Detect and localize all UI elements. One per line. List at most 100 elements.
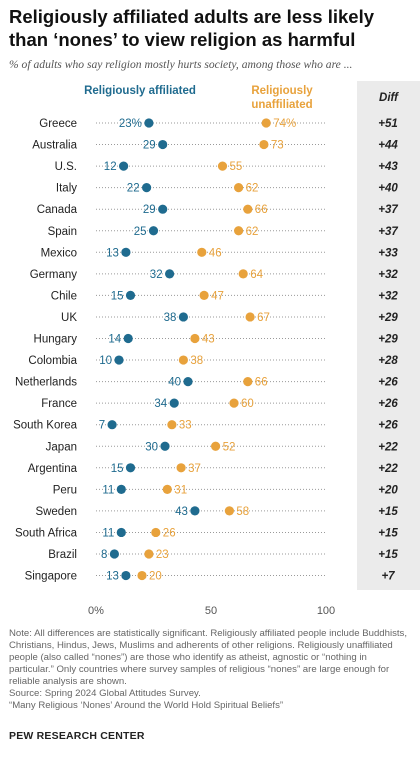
unaffiliated-dot: [137, 570, 147, 581]
country-label: Spain: [48, 226, 77, 238]
diff-value: +26: [378, 377, 398, 389]
unaffiliated-dot: [162, 484, 172, 494]
affiliated-dot: [142, 183, 152, 193]
diff-value: +37: [378, 204, 398, 216]
diff-column-band: [357, 81, 420, 590]
unaffiliated-dot: [238, 269, 248, 279]
affiliated-dot: [125, 463, 136, 473]
unaffiliated-dot: [243, 377, 253, 387]
diff-value: +33: [378, 247, 398, 259]
unaffiliated-dot: [197, 247, 207, 257]
affiliated-value-label: 34: [154, 398, 167, 410]
affiliated-dot: [121, 247, 131, 257]
unaffiliated-value-label: 33: [179, 420, 192, 432]
affiliated-value-label: 43: [175, 506, 188, 518]
affiliated-dot: [116, 484, 126, 494]
affiliated-value-label: 22: [127, 183, 140, 195]
unaffiliated-value-label: 46: [209, 247, 222, 259]
unaffiliated-dot: [217, 161, 228, 171]
affiliated-dot: [160, 441, 170, 451]
diff-value: +51: [378, 118, 398, 130]
x-tick-label: 50: [205, 605, 217, 617]
unaffiliated-value-label: 26: [163, 527, 176, 539]
affiliated-value-label: 23%: [119, 118, 142, 130]
affiliated-value-label: 15: [111, 290, 124, 302]
unaffiliated-value-label: 37: [188, 463, 201, 475]
unaffiliated-value-label: 31: [174, 484, 187, 496]
affiliated-value-label: 8: [101, 549, 107, 561]
unaffiliated-value-label: 47: [211, 290, 224, 302]
affiliated-dot: [123, 333, 133, 344]
diff-value: +37: [378, 226, 398, 238]
report-title: “Many Religious ‘Nones’ Around the World…: [9, 700, 284, 711]
country-label: Hungary: [34, 334, 78, 346]
affiliated-dot: [148, 226, 159, 236]
diff-value: +20: [378, 484, 398, 496]
country-label: Argentina: [28, 463, 78, 475]
diff-value: +32: [378, 269, 398, 281]
unaffiliated-dot: [167, 420, 177, 430]
unaffiliated-dot: [178, 355, 188, 365]
unaffiliated-value-label: 73: [271, 140, 284, 152]
diff-value: +22: [378, 463, 398, 475]
diff-value: +43: [378, 161, 398, 173]
unaffiliated-dot: [259, 139, 269, 150]
country-label: Mexico: [41, 247, 77, 259]
diff-value: +29: [378, 312, 398, 324]
unaffiliated-value-label: 62: [246, 183, 259, 195]
diff-value: +15: [378, 506, 398, 518]
affiliated-value-label: 13: [106, 247, 119, 259]
unaffiliated-dot: [176, 463, 186, 473]
unaffiliated-value-label: 64: [250, 269, 263, 281]
affiliated-dot: [183, 377, 193, 387]
country-label: Australia: [32, 140, 77, 152]
unaffiliated-dot: [243, 204, 253, 214]
affiliated-value-label: 13: [106, 571, 119, 583]
diff-value: +40: [378, 183, 398, 195]
affiliated-dot: [119, 161, 129, 171]
diff-column-header: Diff: [379, 92, 398, 104]
diff-value: +44: [378, 140, 398, 152]
affiliated-value-label: 11: [102, 484, 114, 496]
unaffiliated-dot: [261, 118, 271, 128]
country-label: Japan: [46, 441, 77, 453]
x-tick-label: 100: [317, 605, 335, 617]
affiliated-value-label: 29: [143, 204, 156, 216]
notes-section: Note: All differences are statistically …: [9, 628, 414, 712]
unaffiliated-value-label: 58: [236, 506, 249, 518]
diff-value: +26: [378, 420, 398, 432]
country-label: Germany: [30, 269, 78, 281]
affiliated-dot: [169, 398, 179, 408]
legend-affiliated: Religiously affiliated: [84, 85, 196, 97]
affiliated-dot: [107, 420, 117, 430]
affiliated-value-label: 14: [108, 334, 121, 346]
affiliated-dot: [116, 527, 126, 538]
affiliated-value-label: 30: [145, 441, 158, 453]
country-label: Colombia: [28, 355, 77, 367]
x-tick-label: 0%: [88, 605, 104, 617]
unaffiliated-dot: [229, 398, 239, 408]
diff-value: +22: [378, 441, 398, 453]
source-text: Source: Spring 2024 Global Attitudes Sur…: [9, 688, 201, 699]
unaffiliated-value-label: 20: [149, 571, 162, 583]
diff-value: +7: [381, 571, 395, 583]
affiliated-dot: [114, 355, 124, 365]
unaffiliated-value-label: 55: [230, 161, 243, 173]
note-text: Note: All differences are statistically …: [9, 628, 408, 687]
unaffiliated-dot: [234, 183, 244, 193]
diff-value: +29: [378, 334, 398, 346]
country-label: Singapore: [25, 571, 77, 583]
affiliated-dot: [158, 139, 168, 150]
diff-value: +15: [378, 527, 398, 539]
affiliated-dot: [144, 118, 154, 128]
unaffiliated-dot: [144, 549, 154, 559]
unaffiliated-dot: [211, 441, 221, 451]
affiliated-dot: [121, 570, 131, 581]
country-label: South Africa: [15, 527, 78, 539]
unaffiliated-dot: [199, 290, 209, 300]
country-label: Brazil: [48, 549, 77, 561]
affiliated-dot: [190, 506, 200, 516]
affiliated-dot: [158, 204, 168, 214]
affiliated-value-label: 7: [99, 420, 105, 432]
affiliated-value-label: 11: [102, 527, 114, 539]
